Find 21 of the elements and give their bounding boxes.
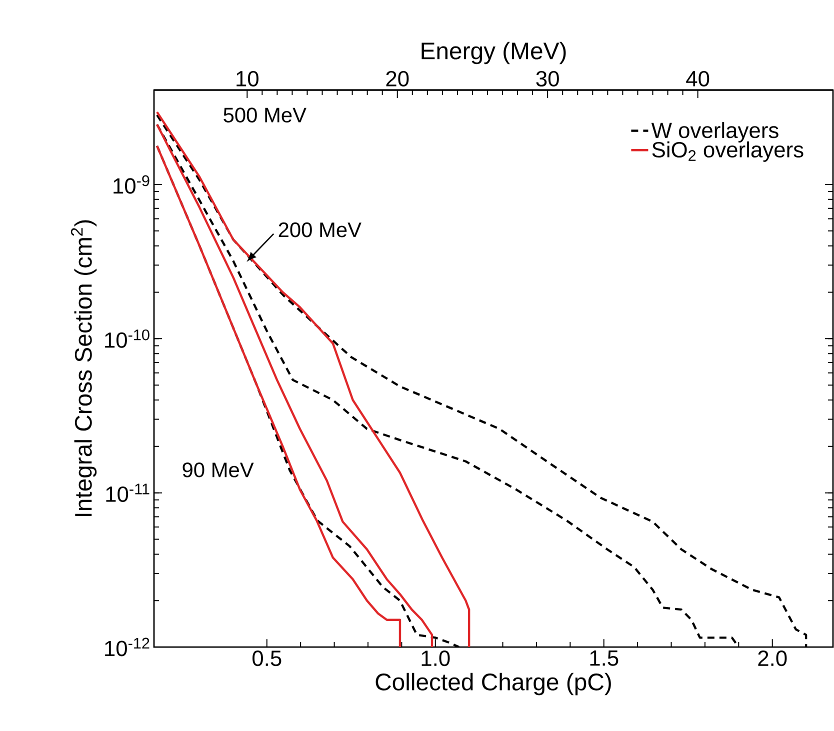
x-tick-label: 1.0 (422, 650, 450, 666)
y-axis-title: Integral Cross Section (cm$^{2}$) (70, 220, 97, 516)
y-tick-label: 10$^{-11}$ (106, 484, 150, 502)
x2-tick-label: 30 (536, 70, 559, 86)
x2-axis-title: Energy (MeV) (422, 42, 566, 64)
x-tick-label: 0.5 (252, 650, 282, 666)
y-tick-label: 10$^{-9}$ (114, 175, 150, 194)
legend-label: W overlayers (651, 122, 778, 142)
annotation: 500 MeV (224, 108, 306, 122)
x2-tick-label: 10 (236, 70, 258, 86)
x2-tick-label: 40 (686, 70, 710, 86)
annotation: 90 MeV (182, 462, 254, 478)
x2-tick-label: 20 (386, 70, 409, 86)
line-series (156, 144, 402, 648)
x-axis-title: Collected Charge (pC) (376, 672, 611, 696)
annotation: 200 MeV (278, 222, 362, 238)
x-tick-label: 1.5 (590, 650, 618, 666)
y-tick-label: 10$^{-10}$ (105, 329, 150, 348)
legend-label: SiO$_{2}$ overlayers (652, 141, 804, 162)
x-tick-label: 2.0 (758, 650, 787, 666)
y-tick-label: 10$^{-12}$ (105, 638, 150, 656)
